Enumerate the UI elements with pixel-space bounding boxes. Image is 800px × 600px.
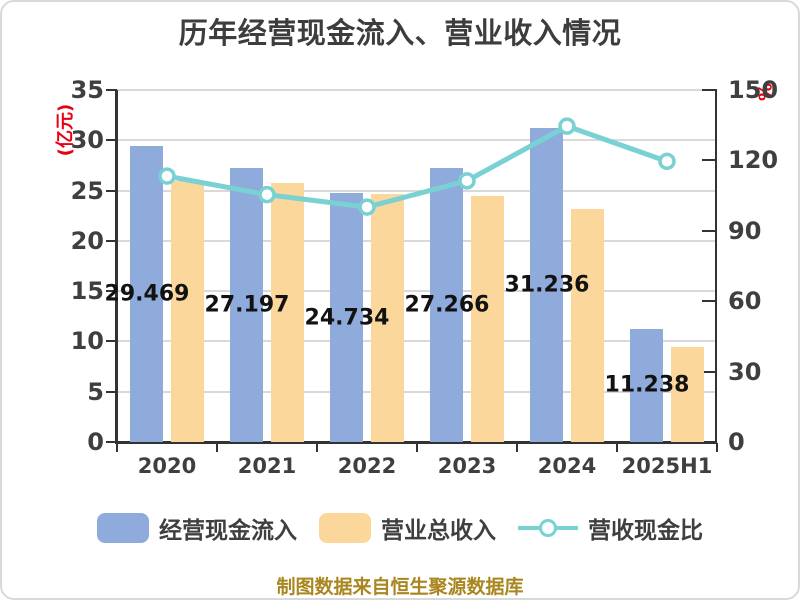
right-axis-tick-label: 30 [728,357,762,386]
left-axis-tick-label: 5 [87,377,104,406]
bar-revenue [571,208,604,442]
legend: 经营现金流入 营业总收入 营收现金比 [2,510,798,546]
legend-swatch [319,513,371,543]
bar-value-label: 24.734 [304,305,390,331]
left-axis-tick [106,139,117,142]
x-axis-label: 2022 [337,454,397,478]
gridline [117,139,717,142]
bar-cash-inflow [130,145,163,442]
right-axis-tick-label: 60 [728,287,762,316]
left-axis-tick [106,189,117,192]
right-axis-tick-label: 0 [728,428,745,456]
right-axis-tick [702,370,717,373]
gridline [117,340,717,343]
right-axis-tick [702,300,717,303]
bar-value-label: 27.197 [204,292,290,318]
bar-cash-inflow [430,167,463,442]
line-marker [558,117,576,135]
left-axis-tick-label: 20 [70,226,104,255]
legend-line-swatch [518,513,578,543]
gridline [117,239,717,242]
x-axis-tick [416,443,418,452]
left-axis-tick-label: 10 [70,327,104,356]
right-axis-tick [702,89,717,91]
x-axis-tick [516,443,518,452]
x-axis-label: 2021 [237,454,297,478]
bar-value-label: 11.238 [604,372,690,398]
right-axis-tick-label: 120 [728,146,779,175]
legend-swatch [97,513,149,543]
x-axis-line [115,441,717,444]
line-marker [658,152,676,171]
left-axis-tick-label: 30 [70,126,104,155]
bar-revenue [371,193,404,442]
x-axis-label: 2023 [437,454,497,478]
x-axis-tick [216,443,218,452]
bar-value-label: 29.469 [104,281,190,307]
legend-item-ratio: 营收现金比 [518,511,703,545]
gridline [117,89,717,91]
left-axis-line [115,90,118,443]
left-axis-tick-label: 0 [87,428,104,456]
x-axis-label: 2024 [537,454,597,478]
legend-label: 营业总收入 [381,518,496,544]
x-axis-tick [116,443,118,452]
left-axis-tick [106,390,117,393]
x-axis-label: 2025H1 [621,454,713,478]
gridline [117,390,717,393]
line-marker [458,172,476,190]
legend-label: 营收现金比 [588,518,703,544]
revenue-cash-ratio-line [166,123,668,210]
ratio-line-layer [158,117,676,216]
line-marker [158,167,176,185]
bar-cash-inflow [330,193,363,442]
plot-area: 29.469 27.197 24.734 27.266 31.236 11.238 [105,89,717,442]
left-axis-tick [106,290,117,293]
chart-title: 历年经营现金流入、营业收入情况 [178,16,622,50]
right-axis-tick-label: 90 [728,216,762,245]
line-marker [258,185,276,204]
footer-note: 制图数据来自恒生聚源数据库 [276,576,524,598]
x-axis-label: 2020 [137,454,197,478]
legend-item-bar: 经营现金流入 [97,511,297,545]
left-axis-tick-label: 35 [70,76,104,104]
left-axis-tick [106,340,117,343]
bar-value-label: 31.236 [504,272,590,298]
bar-value-label: 27.266 [404,292,490,318]
bar-cash-inflow [230,168,263,442]
x-axis-tick [616,443,618,452]
right-axis-tick [702,229,717,232]
legend-line-marker [539,519,557,537]
left-axis-tick [106,89,117,91]
bar-revenue [271,182,304,442]
right-axis-tick-label: 150 [728,76,779,104]
left-axis-tick [106,239,117,242]
right-axis-tick [702,441,717,443]
bar-revenue [171,180,204,442]
line-marker [358,198,376,216]
right-axis-line [715,90,717,443]
legend-item-bar: 营业总收入 [319,511,496,545]
bar-revenue [671,347,704,442]
gridline [117,290,717,293]
legend-label: 经营现金流入 [159,518,297,544]
x-axis-tick [716,443,718,452]
left-axis-tick [106,441,117,443]
bar-cash-inflow [530,127,563,442]
x-axis-tick [316,443,318,452]
left-axis-tick-label: 25 [70,176,104,205]
left-axis-tick-label: 15 [70,277,104,306]
gridline [117,189,717,192]
bar-cash-inflow [630,328,663,442]
bar-revenue [471,195,504,442]
right-axis-tick [702,159,717,162]
